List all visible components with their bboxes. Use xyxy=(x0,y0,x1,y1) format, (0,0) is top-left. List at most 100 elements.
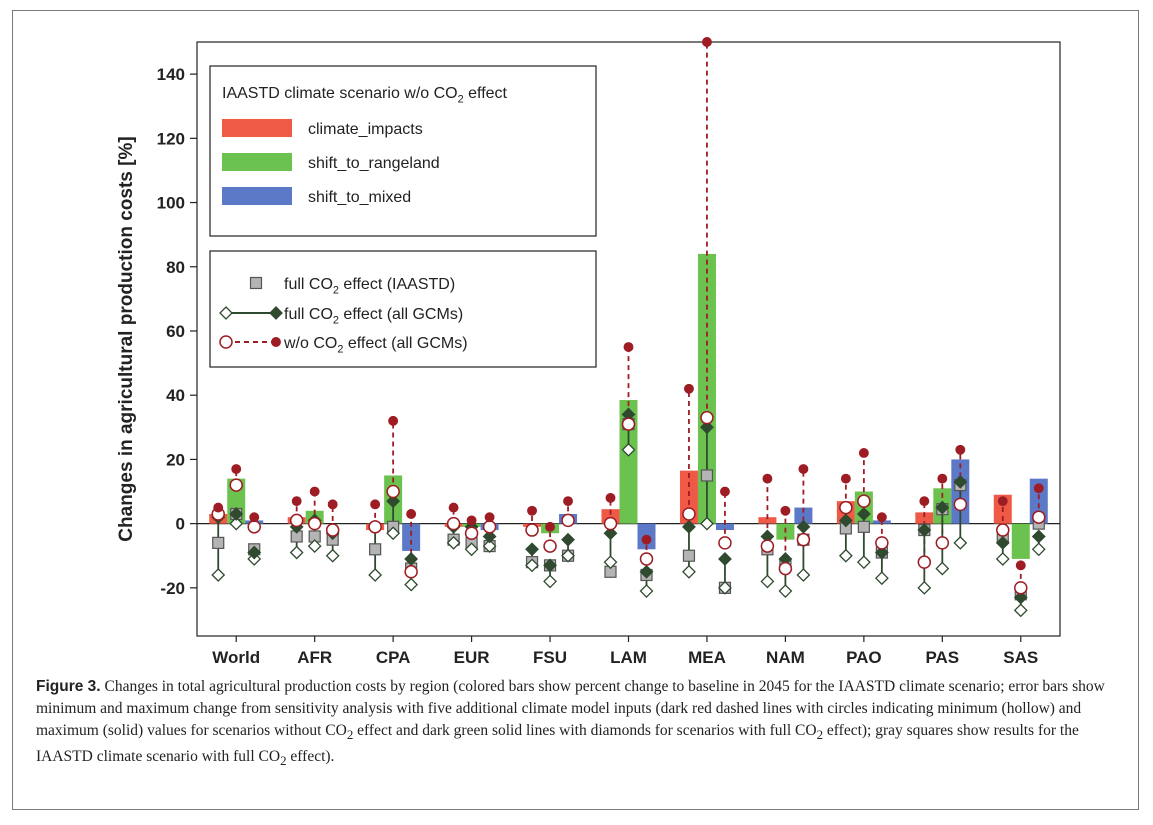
full-co2-min-marker xyxy=(856,555,871,570)
wo-co2-max-marker xyxy=(563,496,573,507)
wo-co2-min-marker xyxy=(682,507,696,521)
x-tick-label: SAS xyxy=(1003,648,1038,667)
wo-co2-max-marker xyxy=(406,509,417,519)
y-tick-label: 0 xyxy=(176,515,185,534)
legend-label-shift_to_mixed: shift_to_mixed xyxy=(308,189,411,206)
wo-co2-max-marker xyxy=(937,473,948,484)
full-co2-min-marker xyxy=(838,548,853,563)
wo-co2-max-marker xyxy=(955,444,966,455)
full-co2-iaastd-marker xyxy=(212,536,225,549)
full-co2-min-marker xyxy=(603,555,618,570)
wo-co2-min-marker xyxy=(561,513,575,528)
full-co2-min-marker xyxy=(229,516,244,531)
wo-co2-max-marker xyxy=(780,505,791,516)
wo-co2-min-marker xyxy=(525,523,539,537)
legend-bars-box xyxy=(209,65,597,237)
full-co2-max-marker xyxy=(543,558,557,573)
wo-co2-min-marker xyxy=(603,516,618,531)
full-co2-max-marker xyxy=(874,545,889,560)
y-tick-label: 40 xyxy=(166,386,185,405)
full-co2-max-marker xyxy=(682,519,696,534)
wo-co2-max-marker xyxy=(858,448,869,458)
legend-bars-title: IAASTD climate scenario w/o CO2 effect xyxy=(222,85,508,105)
bar-chart: -20 0 20 40 60 80 100 120 140 Changes in agricult… xyxy=(116,37,1061,667)
bar-shift_to_mixed xyxy=(715,523,734,531)
wo-co2-max-marker xyxy=(213,502,224,513)
wo-co2-min-marker xyxy=(229,478,243,492)
wo-co2-max-marker xyxy=(1033,483,1044,494)
wo-co2-min-marker xyxy=(760,539,775,553)
full-co2-min-marker xyxy=(404,577,419,592)
full-co2-max-marker xyxy=(639,564,654,579)
full-co2-iaastd-marker xyxy=(700,469,714,482)
wo-co2-min-marker xyxy=(857,494,871,508)
wo-co2-max-marker xyxy=(249,512,260,523)
bar-climate_impacts xyxy=(915,512,934,524)
legend-label-full-gcm: full CO2 effect (all GCMs) xyxy=(284,306,463,326)
wo-co2-max-marker xyxy=(388,415,399,426)
legend-label-shift_to_rangeland: shift_to_rangeland xyxy=(308,155,440,172)
legend-swatch-shift_to_rangeland xyxy=(222,153,292,171)
bar-shift_to_mixed xyxy=(402,523,421,551)
full-co2-min-marker xyxy=(386,526,401,541)
wo-co2-max-marker xyxy=(527,505,537,516)
y-tick-label: -20 xyxy=(160,579,185,598)
full-co2-min-marker xyxy=(368,568,383,582)
wo-co2-min-marker xyxy=(325,523,340,537)
full-co2-min-marker xyxy=(325,548,340,563)
wo-co2-min-marker xyxy=(404,565,418,579)
full-co2-min-marker xyxy=(700,516,714,531)
full-co2-max-marker xyxy=(700,420,714,435)
y-tick-label: 140 xyxy=(157,65,185,84)
wo-co2-max-marker xyxy=(327,499,338,510)
full-co2-max-marker xyxy=(953,474,968,489)
full-co2-min-marker xyxy=(639,584,654,598)
full-co2-max-marker xyxy=(404,552,419,566)
wo-co2-max-marker xyxy=(762,473,773,484)
wo-co2-min-marker xyxy=(247,520,261,534)
y-tick-label: 100 xyxy=(157,194,185,213)
legend-swatch-shift_to_mixed xyxy=(222,187,292,205)
wo-co2-min-marker xyxy=(718,536,732,550)
legend-circle-solid xyxy=(271,337,281,347)
full-co2-iaastd-marker xyxy=(369,543,382,556)
full-co2-max-marker xyxy=(482,529,497,544)
wo-co2-max-marker xyxy=(466,515,477,526)
full-co2-min-marker xyxy=(1031,542,1046,557)
full-co2-min-marker xyxy=(621,442,636,457)
x-tick-label: LAM xyxy=(610,648,647,667)
wo-co2-min-marker xyxy=(543,539,557,553)
full-co2-min-marker xyxy=(289,545,304,560)
wo-co2-min-marker xyxy=(639,552,654,566)
caption-label: Figure 3. xyxy=(36,678,101,695)
full-co2-max-marker xyxy=(229,507,244,521)
legend-swatch-climate_impacts xyxy=(222,119,292,137)
x-tick-label: PAO xyxy=(846,648,882,667)
full-co2-max-marker xyxy=(718,552,732,566)
full-co2-min-marker xyxy=(446,535,461,550)
wo-co2-max-marker xyxy=(876,512,887,523)
legend-label-full-iaastd: full CO2 effect (IAASTD) xyxy=(284,276,455,296)
wo-co2-max-marker xyxy=(798,464,809,474)
y-tick-label: 20 xyxy=(166,450,185,469)
full-co2-max-marker xyxy=(917,523,932,537)
wo-co2-max-marker xyxy=(231,464,242,474)
wo-co2-min-marker xyxy=(839,500,853,515)
y-tick-label: 120 xyxy=(157,129,185,148)
wo-co2-max-marker xyxy=(684,383,694,394)
wo-co2-max-marker xyxy=(919,496,930,507)
full-co2-min-marker xyxy=(211,568,226,582)
wo-co2-min-marker xyxy=(368,520,382,534)
legend-diamond-solid xyxy=(269,306,283,320)
x-tick-label: MEA xyxy=(688,648,726,667)
full-co2-iaastd-marker xyxy=(857,520,870,533)
x-tick-label: EUR xyxy=(454,648,490,667)
wo-co2-min-marker xyxy=(386,484,400,499)
full-co2-min-marker xyxy=(464,542,479,557)
wo-co2-max-marker xyxy=(623,342,634,352)
wo-co2-min-marker xyxy=(796,532,811,547)
wo-co2-min-marker xyxy=(778,561,793,576)
full-co2-max-marker xyxy=(386,494,401,509)
full-co2-min-marker xyxy=(561,548,575,563)
x-tick-label: PAS xyxy=(925,648,959,667)
